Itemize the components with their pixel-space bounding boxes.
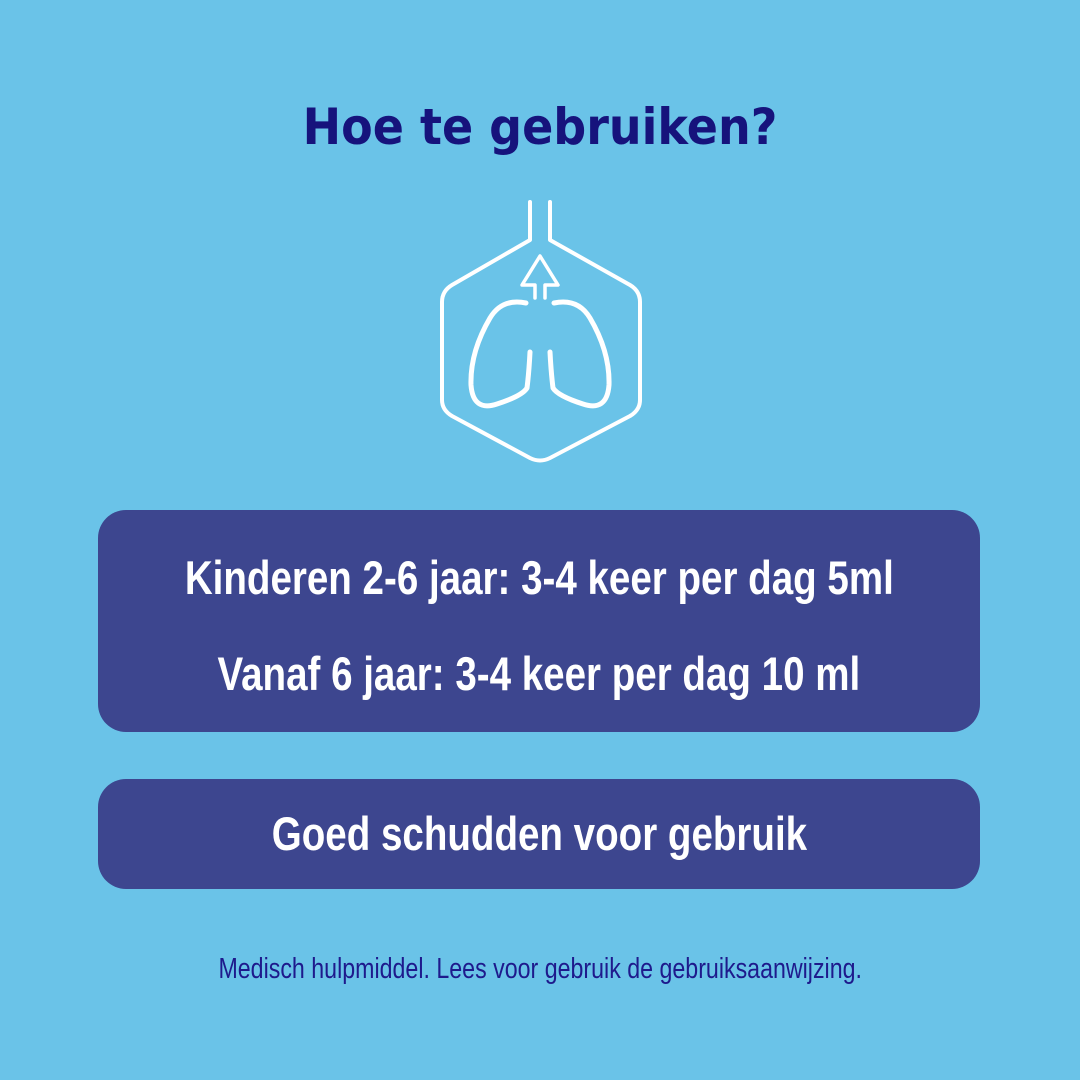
right-lung	[547, 299, 612, 409]
dosage-children: Kinderen 2-6 jaar: 3-4 keer per dag 5ml	[98, 550, 980, 606]
footer-text: Medisch hulpmiddel. Lees voor gebruik de…	[218, 953, 862, 985]
instruction-text: Goed schudden voor gebruik	[98, 806, 980, 862]
instruction-label: Goed schudden voor gebruik	[271, 807, 807, 860]
dosage-from-six-text: Vanaf 6 jaar: 3-4 keer per dag 10 ml	[217, 647, 861, 700]
dosage-children-text: Kinderen 2-6 jaar: 3-4 keer per dag 5ml	[184, 551, 894, 604]
footer-disclaimer: Medisch hulpmiddel. Lees voor gebruik de…	[0, 953, 1080, 986]
arrow-up-icon	[520, 254, 560, 300]
title-text: Hoe te gebruiken?	[302, 98, 778, 156]
page-title: Hoe te gebruiken?	[0, 98, 1080, 156]
dosage-box: Kinderen 2-6 jaar: 3-4 keer per dag 5ml …	[98, 510, 980, 732]
dosage-from-six: Vanaf 6 jaar: 3-4 keer per dag 10 ml	[98, 646, 980, 702]
left-lung	[468, 299, 533, 409]
hexagon-outline	[440, 200, 642, 463]
instruction-box: Goed schudden voor gebruik	[98, 779, 980, 889]
